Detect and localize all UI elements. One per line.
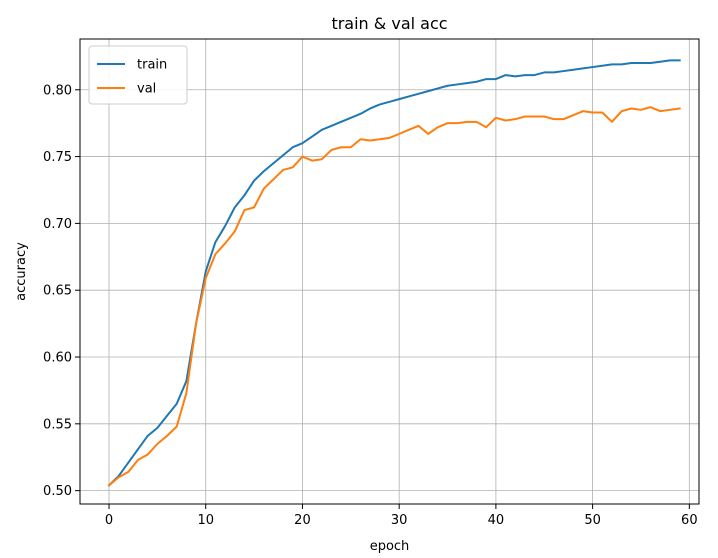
series-line-train xyxy=(107,59,681,487)
legend-label-val: val xyxy=(137,82,156,97)
series-layer xyxy=(107,59,681,487)
y-tick-label: 0.50 xyxy=(43,484,72,499)
y-tick-label: 0.65 xyxy=(43,284,72,299)
series-line-val xyxy=(107,106,681,487)
x-axis-label: epoch xyxy=(370,539,410,554)
x-tick-label: 10 xyxy=(197,513,214,528)
x-tick-label: 30 xyxy=(391,513,408,528)
y-axis-label: accuracy xyxy=(14,242,29,301)
y-tick-label: 0.75 xyxy=(43,150,72,165)
legend-label-train: train xyxy=(137,58,167,73)
x-tick-label: 20 xyxy=(294,513,311,528)
y-tick-label: 0.60 xyxy=(43,351,72,366)
grid xyxy=(80,39,699,504)
x-tick-label: 60 xyxy=(681,513,698,528)
legend-box xyxy=(88,45,188,105)
legend: train val xyxy=(88,45,188,105)
x-tick-label: 40 xyxy=(488,513,505,528)
y-tick-label: 0.80 xyxy=(43,83,72,98)
plot-frame xyxy=(79,38,700,505)
y-tick-label: 0.55 xyxy=(43,417,72,432)
x-tick-label: 50 xyxy=(584,513,601,528)
y-tick-label: 0.70 xyxy=(43,217,72,232)
x-tick-label: 0 xyxy=(105,513,113,528)
ticks: 0 10 20 30 40 50 60 0.50 0.55 0.60 0.65 0.70 0.75 0.8… xyxy=(43,83,698,528)
chart-title: train & val acc xyxy=(331,14,447,33)
